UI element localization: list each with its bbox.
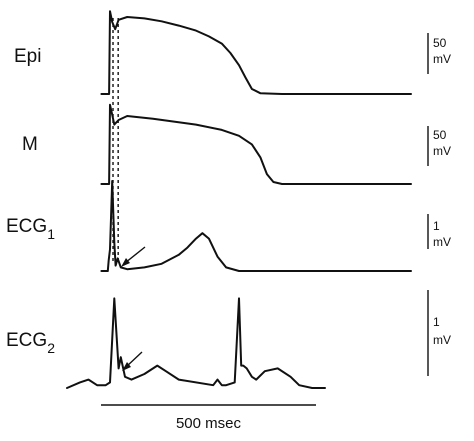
time-scale-label: 500 msec xyxy=(176,415,242,432)
panel-label-ecg2-main: ECG xyxy=(6,330,47,351)
scale-bar-m: 50 mV xyxy=(427,126,451,166)
arrow-ecg2 xyxy=(122,351,143,371)
panel-label-ecg1: ECG1 xyxy=(6,216,55,242)
trace-m xyxy=(100,103,412,185)
panel-label-ecg1-subscript: 1 xyxy=(47,226,55,242)
panel-label-ecg1-main: ECG xyxy=(6,216,47,237)
scale-unit-ecg1: mV xyxy=(433,235,451,249)
panel-label-ecg2-subscript: 2 xyxy=(47,340,55,356)
panel-label-m: M xyxy=(22,134,38,155)
scale-value-ecg1: 1 xyxy=(433,219,440,233)
scale-bar-ecg1: 1 mV xyxy=(427,214,451,249)
trace-epi xyxy=(100,10,412,95)
arrow-ecg1 xyxy=(121,246,146,267)
scale-value-m: 50 xyxy=(433,128,447,142)
scale-unit-m: mV xyxy=(433,144,451,158)
time-scale-bar: 500 msec xyxy=(101,404,316,432)
scale-unit-epi: mV xyxy=(433,52,451,66)
scale-bar-ecg2: 1 mV xyxy=(427,290,451,376)
scale-bar-epi: 50 mV xyxy=(427,33,451,74)
panel-label-epi: Epi xyxy=(14,46,41,67)
trace-ecg1 xyxy=(100,180,412,272)
scale-value-ecg2: 1 xyxy=(433,315,440,329)
scale-unit-ecg2: mV xyxy=(433,333,451,347)
trace-ecg2 xyxy=(66,297,326,389)
scale-value-epi: 50 xyxy=(433,36,447,50)
panel-label-ecg2: ECG2 xyxy=(6,330,55,356)
